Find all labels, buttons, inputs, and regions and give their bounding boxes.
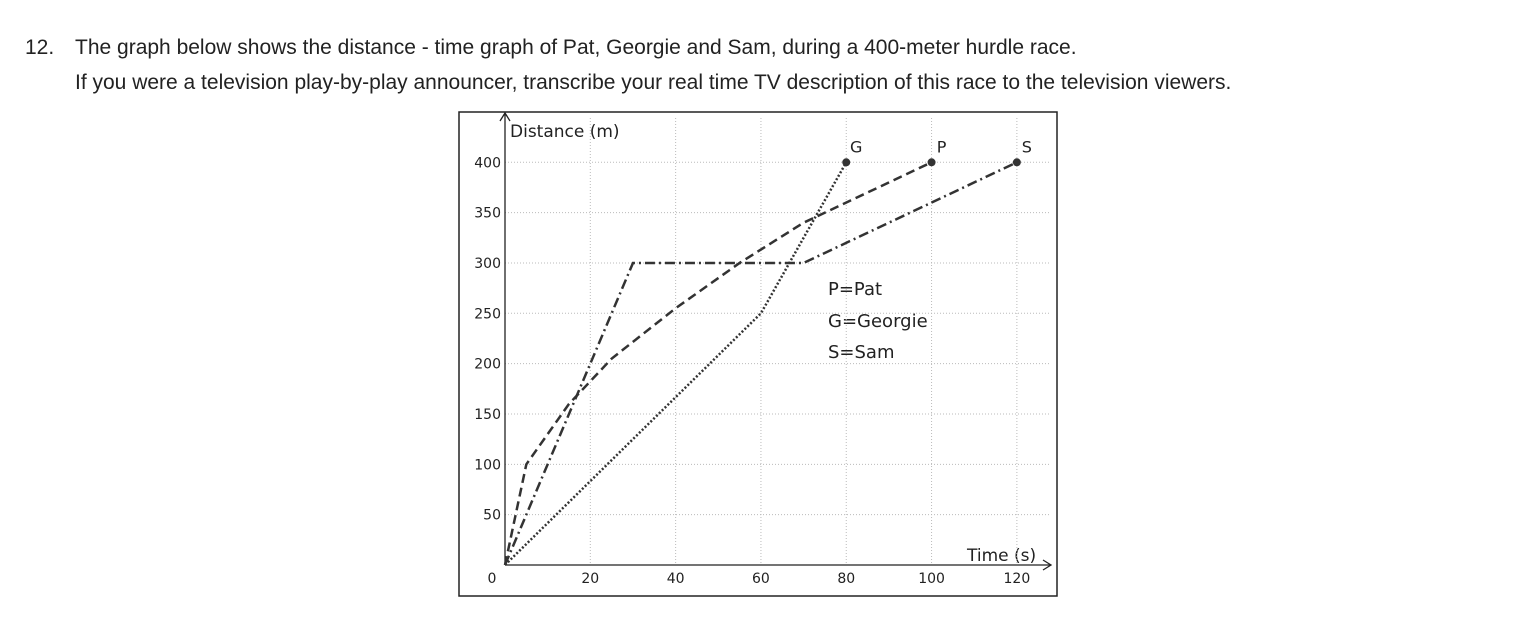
series-label: P	[937, 137, 947, 156]
x-tick-label: 120	[1004, 571, 1031, 587]
y-tick-label: 350	[474, 206, 501, 222]
x-tick-label: 60	[752, 571, 770, 587]
series-line	[503, 161, 933, 566]
y-tick-label: 400	[474, 155, 501, 171]
y-axis-title: Distance (m)	[510, 122, 620, 142]
y-tick-label: 150	[474, 407, 501, 423]
series-line	[503, 161, 1018, 566]
y-tick-label: 100	[474, 457, 501, 473]
series-label: G	[850, 137, 862, 156]
x-axis	[505, 559, 1053, 571]
annotation: P=Pat	[828, 279, 882, 300]
question-line: If you were a television play-by-play an…	[75, 71, 1232, 94]
y-tick-label: 50	[483, 508, 501, 524]
end-point	[842, 158, 851, 167]
y-tick-label: 300	[474, 256, 501, 272]
annotation: S=Sam	[828, 342, 895, 363]
y-axis	[499, 111, 511, 565]
x-tick-label: 80	[837, 571, 855, 587]
x-tick-label: 20	[581, 571, 599, 587]
x-tick-label: 0	[488, 571, 497, 587]
x-tick-label: 40	[667, 571, 685, 587]
x-tick-label: 100	[918, 571, 945, 587]
question-number: 12.	[25, 36, 55, 59]
y-tick-label: 250	[474, 306, 501, 322]
series-label: S	[1022, 137, 1032, 156]
x-axis-title: Time (s)	[966, 546, 1036, 566]
chart-frame	[458, 111, 1058, 597]
annotation: G=Georgie	[828, 311, 928, 332]
question-line: The graph below shows the distance - tim…	[75, 36, 1077, 59]
y-tick-label: 200	[474, 357, 501, 373]
end-point	[1012, 158, 1021, 167]
end-point	[927, 158, 936, 167]
